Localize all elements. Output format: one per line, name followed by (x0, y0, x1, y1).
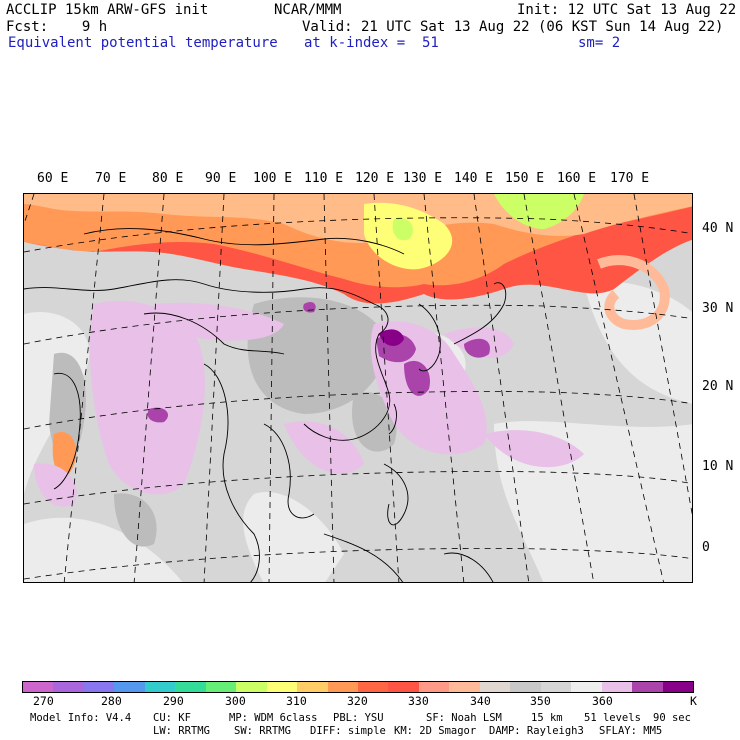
map-canvas (24, 194, 692, 582)
model-title: ACCLIP 15km ARW-GFS init (6, 2, 209, 18)
colorbar-swatch (510, 682, 541, 692)
model-info: Model Info: V4.4 (30, 712, 132, 724)
sf-scheme: SF: Noah LSM (426, 712, 502, 724)
lat-label: 40 N (702, 221, 734, 236)
colorbar-swatch (53, 682, 84, 692)
lon-label: 60 E (37, 171, 69, 186)
km-scheme: KM: 2D Smagor (394, 725, 477, 737)
colorbar-tick: 320 (347, 694, 368, 708)
forecast-hour: Fcst: 9 h (6, 19, 108, 35)
colorbar (22, 681, 694, 693)
colorbar-swatch (540, 682, 572, 692)
colorbar-swatch (144, 682, 176, 692)
resolution: 15 km (531, 712, 563, 724)
colorbar-tick: 310 (286, 694, 307, 708)
colorbar-tick: 360 (592, 694, 613, 708)
lw-scheme: LW: RRTMG (153, 725, 210, 737)
damp-scheme: DAMP: Rayleigh3 (489, 725, 584, 737)
coastlines (24, 228, 507, 582)
lat-label: 20 N (702, 379, 734, 394)
cyclone-swirl (597, 255, 670, 330)
smoothing-label: sm= 2 (578, 35, 621, 51)
colorbar-swatch (662, 682, 693, 692)
colorbar-unit: K (690, 694, 697, 708)
colorbar-swatch (205, 682, 237, 692)
colorbar-swatch (357, 682, 389, 692)
levels: 51 levels (584, 712, 641, 724)
valid-time: Valid: 21 UTC Sat 13 Aug 22 (06 KST Sun … (302, 19, 724, 35)
sflay-scheme: SFLAY: MM5 (599, 725, 663, 737)
cu-scheme: CU: KF (153, 712, 191, 724)
colorbar-tick: 290 (163, 694, 184, 708)
hot-band (24, 206, 692, 304)
lat-label: 30 N (702, 301, 734, 316)
colorbar-tick: 270 (33, 694, 54, 708)
field-name: Equivalent potential temperature (8, 35, 278, 51)
lon-label: 160 E (557, 171, 597, 186)
organization-label: NCAR/MMM (274, 2, 342, 18)
mp-scheme: MP: WDM 6class (229, 712, 318, 724)
lon-label: 130 E (403, 171, 443, 186)
colorbar-tick: 340 (470, 694, 491, 708)
lat-label: 10 N (702, 459, 734, 474)
init-time: Init: 12 UTC Sat 13 Aug 22 (517, 2, 737, 18)
colorbar-swatch (266, 682, 298, 692)
lon-label: 90 E (205, 171, 237, 186)
lat-label: 0 (702, 540, 710, 555)
graticule (24, 194, 692, 582)
pbl-scheme: PBL: YSU (333, 712, 384, 724)
green-patch-small (392, 218, 414, 241)
colorbar-tick: 300 (225, 694, 246, 708)
colorbar-swatch (632, 682, 663, 692)
lon-label: 170 E (610, 171, 650, 186)
colorbar-swatch (236, 682, 267, 692)
lon-label: 150 E (505, 171, 545, 186)
colorbar-swatch (83, 682, 115, 692)
map-panel (23, 193, 693, 583)
dark-purple-core (379, 329, 404, 346)
lon-label: 140 E (454, 171, 494, 186)
lon-label: 80 E (152, 171, 184, 186)
colorbar-swatch (23, 682, 54, 692)
timestep: 90 sec (653, 712, 691, 724)
colorbar-swatch (418, 682, 450, 692)
lon-label: 70 E (95, 171, 127, 186)
colorbar-swatch (449, 682, 480, 692)
india-warm-patch (52, 432, 77, 477)
colorbar-tick: 330 (408, 694, 429, 708)
colorbar-swatch (388, 682, 419, 692)
colorbar-swatch (479, 682, 511, 692)
lon-label: 100 E (253, 171, 293, 186)
colorbar-swatch (601, 682, 633, 692)
colorbar-swatch (571, 682, 602, 692)
lon-label: 110 E (304, 171, 344, 186)
lon-label: 120 E (355, 171, 395, 186)
colorbar-swatch (297, 682, 328, 692)
colorbar-swatch (327, 682, 358, 692)
colorbar-tick: 280 (101, 694, 122, 708)
level-label: at k-index = 51 (304, 35, 439, 51)
sw-scheme: SW: RRTMG (234, 725, 291, 737)
colorbar-swatch (175, 682, 206, 692)
colorbar-tick: 350 (530, 694, 551, 708)
diff-scheme: DIFF: simple (310, 725, 386, 737)
colorbar-swatch (114, 682, 145, 692)
